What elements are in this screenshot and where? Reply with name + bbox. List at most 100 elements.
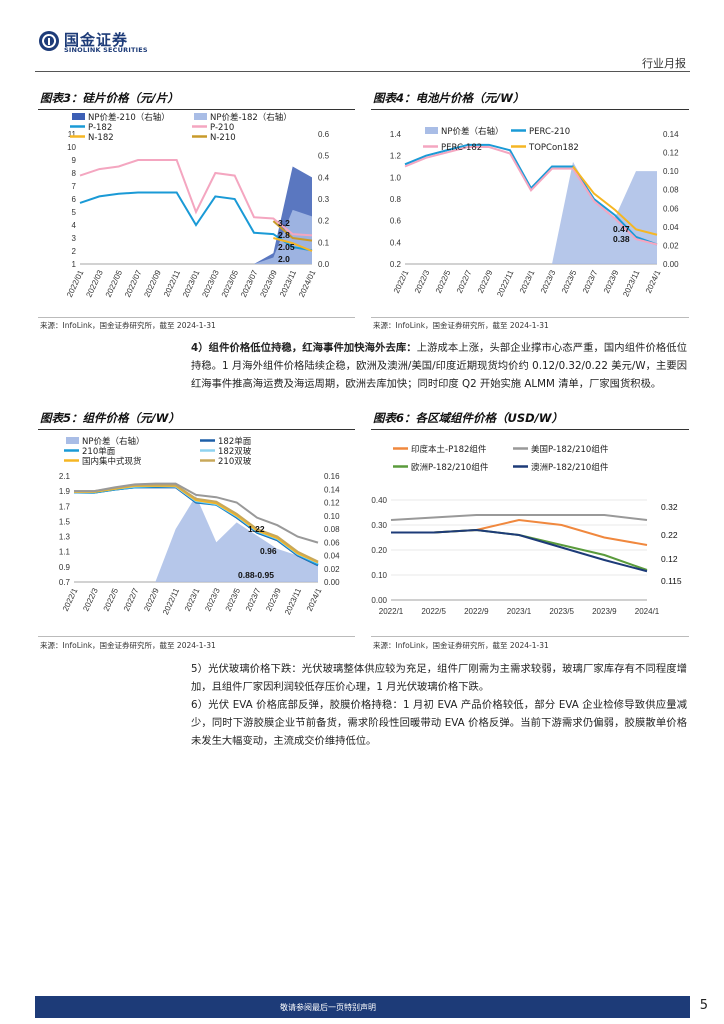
area-series-0	[405, 161, 657, 264]
data-label: 0.12	[661, 554, 678, 564]
x-tick-label: 2022/09	[142, 268, 163, 299]
data-label: 1.22	[248, 524, 265, 534]
x-tick-label: 2023/5	[224, 586, 243, 612]
logo-text-en: SINOLINK SECURITIES	[64, 46, 148, 54]
data-label: 0.96	[260, 546, 277, 556]
y-tick-label: 5	[72, 208, 77, 217]
paragraph-eva-price: 6）光伏 EVA 价格底部反弹，胶膜价格持稳：1 月初 EVA 产品价格较低，部…	[191, 699, 687, 747]
line-series-1	[390, 514, 648, 521]
line-series-1	[404, 143, 658, 246]
x-tick-label: 2022/3	[81, 586, 100, 612]
x-tick-label: 2023/7	[244, 586, 263, 612]
legend-label: NP价差-210（右轴）	[88, 112, 170, 123]
y-tick-label: 0.30	[371, 521, 387, 530]
x-tick-label: 2023/3	[539, 268, 558, 294]
line-series-6	[74, 482, 319, 544]
source-rule-6	[371, 636, 689, 637]
source-rule-3	[38, 317, 355, 318]
y-tick-label: 1.2	[390, 152, 402, 161]
legend-label: PERC-210	[529, 127, 570, 137]
chart6-title-rule	[371, 429, 689, 430]
x-tick-label: 2023/1	[183, 586, 202, 612]
y-tick-label: 7	[72, 182, 77, 191]
data-label: 2.8	[278, 230, 290, 240]
x-tick-label: 2022/1	[392, 268, 411, 294]
line-series-3	[572, 165, 658, 236]
chart4-source: 来源：InfoLink，国金证券研究所，截至 2024-1-31	[373, 321, 549, 330]
legend-label: 澳洲P-182/210组件	[531, 462, 609, 473]
legend-label: N-182	[88, 133, 114, 143]
x-tick-label: 2022/11	[162, 268, 182, 298]
y-tick-label: 1.7	[59, 502, 71, 511]
y2-tick-label: 0.1	[318, 238, 330, 247]
x-tick-label: 2024/1	[644, 268, 663, 294]
y-tick-label: 0.4	[390, 238, 402, 247]
y2-tick-label: 0.16	[324, 472, 340, 481]
data-label: 0.22	[661, 530, 678, 540]
y-tick-label: 0.00	[371, 596, 387, 605]
legend-label: 美国P-182/210组件	[531, 444, 609, 455]
x-tick-label: 2023/05	[220, 268, 241, 299]
area-series-0	[74, 495, 318, 582]
y-tick-label: 1.3	[59, 533, 71, 542]
y-tick-label: 0.40	[371, 496, 387, 505]
y2-tick-label: 0.2	[318, 217, 330, 226]
header-divider	[35, 71, 690, 72]
legend-label: NP价差-182（右轴）	[210, 112, 292, 123]
y2-tick-label: 0.12	[324, 499, 340, 508]
y-tick-label: 4	[72, 221, 77, 230]
legend-label: P-210	[210, 123, 234, 133]
x-tick-label: 2022/7	[122, 586, 141, 612]
data-label: 0.38	[613, 234, 630, 244]
legend-label: 210双玻	[218, 456, 252, 467]
legend-label: 182单面	[218, 436, 252, 447]
y2-tick-label: 0.0	[318, 260, 330, 269]
y-tick-label: 3	[72, 234, 77, 243]
data-label: 0.88-0.95	[238, 570, 274, 580]
y2-tick-label: 0.08	[324, 525, 340, 534]
y-tick-label: 9	[72, 156, 77, 165]
chart3-source: 来源：InfoLink，国金证券研究所，截至 2024-1-31	[40, 321, 216, 330]
legend-label: 182双玻	[218, 446, 252, 457]
x-tick-label: 2023/7	[581, 268, 600, 294]
chart5-source: 来源：InfoLink，国金证券研究所，截至 2024-1-31	[40, 641, 216, 650]
y2-tick-label: 0.10	[663, 167, 679, 176]
chart4: 0.2 0.4 0.6 0.8 1.0 1.2 1.4 0.00 0.02 0.04 0.06 0.0…	[371, 112, 689, 312]
y-tick-label: 2.1	[59, 472, 71, 481]
y2-tick-label: 0.00	[663, 260, 679, 269]
y2-tick-label: 0.06	[324, 538, 340, 547]
chart5-title: 图表5：组件价格（元/W）	[40, 411, 180, 425]
line-series-3	[79, 159, 313, 237]
y-tick-label: 1.9	[59, 487, 71, 496]
y2-tick-label: 0.04	[324, 552, 340, 561]
x-tick-label: 2022/9	[476, 268, 495, 294]
legend-label: 210单面	[82, 446, 116, 457]
x-tick-label: 2022/7	[455, 268, 474, 294]
x-tick-label: 2023/09	[258, 268, 279, 299]
page-number: 5	[699, 998, 708, 1013]
y-tick-label: 10	[67, 143, 76, 152]
chart6: 0.00 0.10 0.20 0.30 0.40 2022/1 2022/5 2022/9 20…	[371, 432, 689, 630]
y2-tick-label: 0.00	[324, 578, 340, 587]
y2-tick-label: 0.4	[318, 173, 330, 182]
x-tick-label: 2022/1	[379, 607, 404, 616]
x-tick-label: 2023/1	[518, 268, 537, 294]
y-tick-label: 0.6	[390, 217, 402, 226]
footer-disclaimer[interactable]: 敬请参阅最后一页特别声明	[280, 1003, 376, 1012]
data-label: 3.2	[278, 218, 290, 228]
y2-tick-label: 0.14	[663, 130, 679, 139]
y2-tick-label: 0.12	[663, 149, 679, 158]
y2-tick-label: 0.06	[663, 204, 679, 213]
y2-tick-label: 0.5	[318, 152, 330, 161]
legend-swatch	[72, 113, 85, 120]
y-tick-label: 0.8	[390, 195, 402, 204]
x-tick-label: 2022/9	[464, 607, 489, 616]
x-tick-label: 2022/5	[421, 607, 446, 616]
legend-label: NP价差（右轴）	[82, 436, 145, 447]
x-tick-label: 2022/3	[413, 268, 432, 294]
y-tick-label: 1.1	[59, 548, 71, 557]
paragraph-module-price-heading: 4）组件价格低位持稳，红海事件加快海外去库：	[191, 342, 417, 354]
legend-swatch	[425, 127, 438, 134]
paragraph-glass-price: 5）光伏玻璃价格下跌：光伏玻璃整体供应较为充足，组件厂刚需为主需求较弱，玻璃厂家…	[191, 663, 687, 693]
y2-tick-label: 0.04	[663, 223, 679, 232]
